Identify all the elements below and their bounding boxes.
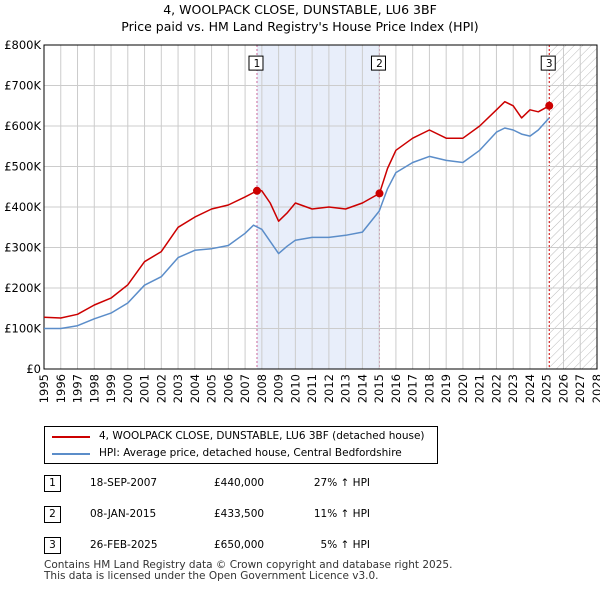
- sale-hpi: 11% ↑ HPI: [313, 508, 370, 520]
- chart-legend: 4, WOOLPACK CLOSE, DUNSTABLE, LU6 3BF (d…: [44, 426, 438, 464]
- footer: Contains HM Land Registry data © Crown c…: [44, 560, 452, 582]
- y-tick-label: £100K: [4, 322, 41, 336]
- legend-swatch-red: [52, 436, 90, 438]
- sale-number-box: [540, 55, 556, 71]
- x-tick-label: 2019: [439, 374, 453, 403]
- sale-row-2: 2 08-JAN-2015 £433,500 11% ↑ HPI: [0, 506, 600, 526]
- x-tick-label: 2005: [205, 374, 219, 403]
- y-tick-label: £400K: [4, 200, 41, 214]
- x-tick-label: 2011: [305, 374, 319, 403]
- footer-line-2: This data is licensed under the Open Gov…: [44, 570, 379, 582]
- x-tick-label: 2009: [272, 374, 286, 403]
- x-tick-label: 2013: [339, 374, 353, 403]
- chart-subtitle: Price paid vs. HM Land Registry's House …: [121, 19, 479, 34]
- sale-hpi: 27% ↑ HPI: [313, 477, 370, 489]
- x-tick-label: 2017: [406, 374, 420, 403]
- y-tick-label: £500K: [4, 160, 41, 174]
- x-tick-label: 2027: [573, 374, 587, 403]
- y-tick-label: £700K: [4, 79, 41, 93]
- x-tick-label: 2003: [171, 374, 185, 403]
- x-tick-label: 2020: [456, 374, 470, 403]
- sale-badge-2: 2: [44, 506, 61, 523]
- sale-point: [375, 189, 384, 198]
- x-tick-label: 1995: [37, 374, 51, 403]
- legend-item-property: 4, WOOLPACK CLOSE, DUNSTABLE, LU6 3BF (d…: [45, 429, 437, 445]
- x-tick-label: 2021: [473, 374, 487, 403]
- x-tick-label: 2026: [556, 374, 570, 403]
- sale-badge-1: 1: [44, 475, 61, 492]
- sale-number-label: 2: [376, 58, 383, 70]
- price-chart: £0 £100K £200K £300K £400K £500K £600K £700K £80…: [4, 38, 600, 403]
- x-tick-label: 1998: [87, 374, 101, 403]
- x-tick-label: 2023: [506, 374, 520, 403]
- sale-number-box: [248, 55, 264, 71]
- sale-number-box: [370, 55, 386, 71]
- y-tick-label: £200K: [4, 281, 41, 295]
- plot-border: [43, 44, 598, 370]
- x-tick-label: 2022: [489, 374, 503, 403]
- x-tick-label: 2002: [154, 374, 168, 403]
- x-tick-label: 1999: [104, 374, 118, 403]
- chart-title: 4, WOOLPACK CLOSE, DUNSTABLE, LU6 3BF: [163, 2, 437, 17]
- x-tick-label: 2008: [255, 374, 269, 403]
- sale-badge-3: 3: [44, 537, 61, 554]
- x-tick-label: 2001: [138, 374, 152, 403]
- x-tick-label: 2015: [372, 374, 386, 403]
- property-price-line: [43, 100, 550, 319]
- sale-hpi: 5% ↑ HPI: [320, 539, 370, 551]
- sale-price: £440,000: [214, 477, 265, 489]
- sale-price: £433,500: [214, 508, 265, 520]
- sale-point: [545, 101, 554, 110]
- y-tick-label: £300K: [4, 241, 41, 255]
- x-tick-label: 2024: [523, 374, 537, 403]
- hpi-line: [44, 117, 550, 330]
- legend-item-hpi: HPI: Average price, detached house, Cent…: [45, 446, 437, 462]
- x-tick-label: 2018: [422, 374, 436, 403]
- x-tick-label: 1997: [71, 374, 85, 403]
- y-tick-label: £600K: [4, 119, 41, 133]
- sale-date: 26-FEB-2025: [90, 539, 158, 551]
- sale-date: 18-SEP-2007: [90, 477, 158, 489]
- x-tick-label: 2000: [121, 374, 135, 403]
- legend-swatch-blue: [52, 453, 90, 455]
- sale-point: [252, 186, 261, 195]
- sale-price: £650,000: [214, 539, 265, 551]
- x-tick-label: 2006: [221, 374, 235, 403]
- x-tick-label: 2004: [188, 374, 202, 403]
- y-tick-label: £800K: [4, 38, 41, 52]
- x-tick-label: 2016: [389, 374, 403, 403]
- sale-number-label: 3: [546, 58, 553, 70]
- x-tick-label: 2028: [590, 374, 600, 403]
- legend-label-property: 4, WOOLPACK CLOSE, DUNSTABLE, LU6 3BF (d…: [99, 430, 425, 442]
- x-tick-label: 2014: [355, 374, 369, 403]
- sale-row-1: 1 18-SEP-2007 £440,000 27% ↑ HPI: [0, 475, 600, 495]
- sale-row-3: 3 26-FEB-2025 £650,000 5% ↑ HPI: [0, 537, 600, 557]
- legend-label-hpi: HPI: Average price, detached house, Cent…: [99, 447, 402, 459]
- footer-line-1: Contains HM Land Registry data © Crown c…: [44, 559, 453, 571]
- sale-date: 08-JAN-2015: [90, 508, 157, 520]
- x-tick-label: 1996: [54, 374, 68, 403]
- x-tick-label: 2007: [238, 374, 252, 403]
- x-tick-label: 2025: [540, 374, 554, 403]
- x-tick-label: 2010: [288, 374, 302, 403]
- x-tick-label: 2012: [322, 374, 336, 403]
- sale-number-label: 1: [254, 58, 261, 70]
- y-tick-label: £0: [26, 362, 41, 376]
